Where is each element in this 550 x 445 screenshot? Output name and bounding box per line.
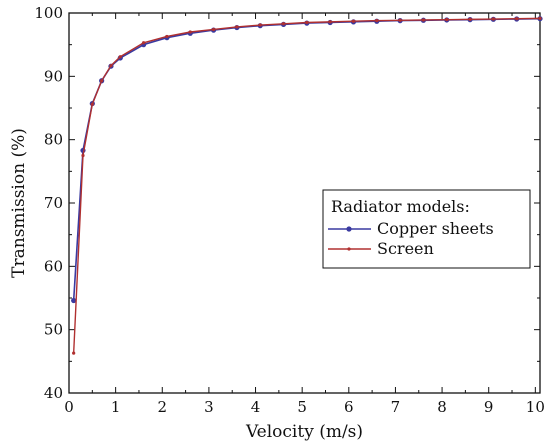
data-point-screen: [281, 22, 286, 26]
data-point-screen: [305, 20, 309, 25]
y-tick-label: 90: [44, 67, 63, 85]
data-point-screen: [258, 23, 262, 27]
x-tick-label: 2: [157, 398, 167, 416]
data-point-screen: [188, 30, 192, 34]
legend-marker-copper-sheets: [346, 226, 352, 232]
data-point-screen: [351, 19, 356, 23]
data-point-screen: [468, 17, 472, 21]
data-point-screen: [109, 63, 113, 68]
legend-entry-copper-sheets: Copper sheets: [328, 219, 494, 238]
y-tick-label: 100: [34, 4, 63, 22]
x-tick-label: 10: [526, 398, 545, 416]
data-point-screen: [538, 16, 542, 20]
series-screen: [72, 16, 542, 355]
series-line-screen: [72, 17, 541, 354]
x-tick-label: 3: [204, 398, 214, 416]
data-point-screen: [72, 351, 76, 355]
y-tick-label: 60: [44, 257, 63, 275]
x-tick-label: 9: [484, 398, 494, 416]
data-point-screen: [398, 18, 402, 22]
data-point-screen: [491, 17, 495, 21]
data-point-screen: [235, 25, 239, 29]
data-point-screen: [328, 20, 332, 24]
data-point-copper-sheets: [71, 297, 77, 304]
legend-entry-screen: Screen: [328, 239, 434, 258]
x-tick-label: 8: [437, 398, 447, 416]
y-axis-label: Transmission (%): [9, 128, 29, 278]
data-point-screen: [90, 102, 94, 106]
data-point-screen: [375, 19, 379, 23]
x-tick-label: 5: [297, 398, 307, 416]
y-tick-label: 70: [44, 194, 63, 212]
x-tick-label: 6: [344, 398, 354, 416]
x-tick-label: 0: [64, 398, 74, 416]
data-point-screen: [165, 34, 169, 39]
x-axis-label: Velocity (m/s): [245, 422, 363, 442]
data-point-screen: [445, 18, 449, 22]
legend-title: Radiator models:: [331, 197, 470, 216]
data-point-screen: [100, 79, 104, 83]
x-tick-label: 4: [251, 398, 261, 416]
x-tick-label: 1: [111, 398, 121, 416]
data-point-screen: [211, 27, 216, 32]
y-tick-label: 40: [44, 384, 63, 402]
axis-ticks: [68, 12, 540, 394]
data-point-screen: [515, 17, 519, 21]
legend: Radiator models: Copper sheets Screen: [322, 189, 531, 269]
legend-label-copper-sheets: Copper sheets: [377, 219, 494, 238]
y-tick-label: 80: [44, 131, 63, 149]
legend-label-screen: Screen: [377, 239, 434, 258]
data-point-screen: [81, 153, 85, 158]
data-point-screen: [118, 55, 122, 59]
data-point-screen: [421, 18, 426, 22]
series-layer: [71, 16, 543, 355]
tick-labels: 0 1 2 3 4 5 6 7 8 9 10 40 50 60 70 80 90 100: [34, 4, 545, 416]
x-tick-label: 7: [391, 398, 401, 416]
y-tick-label: 50: [44, 321, 63, 339]
data-point-screen: [142, 41, 146, 45]
legend-marker-screen: [347, 247, 351, 251]
